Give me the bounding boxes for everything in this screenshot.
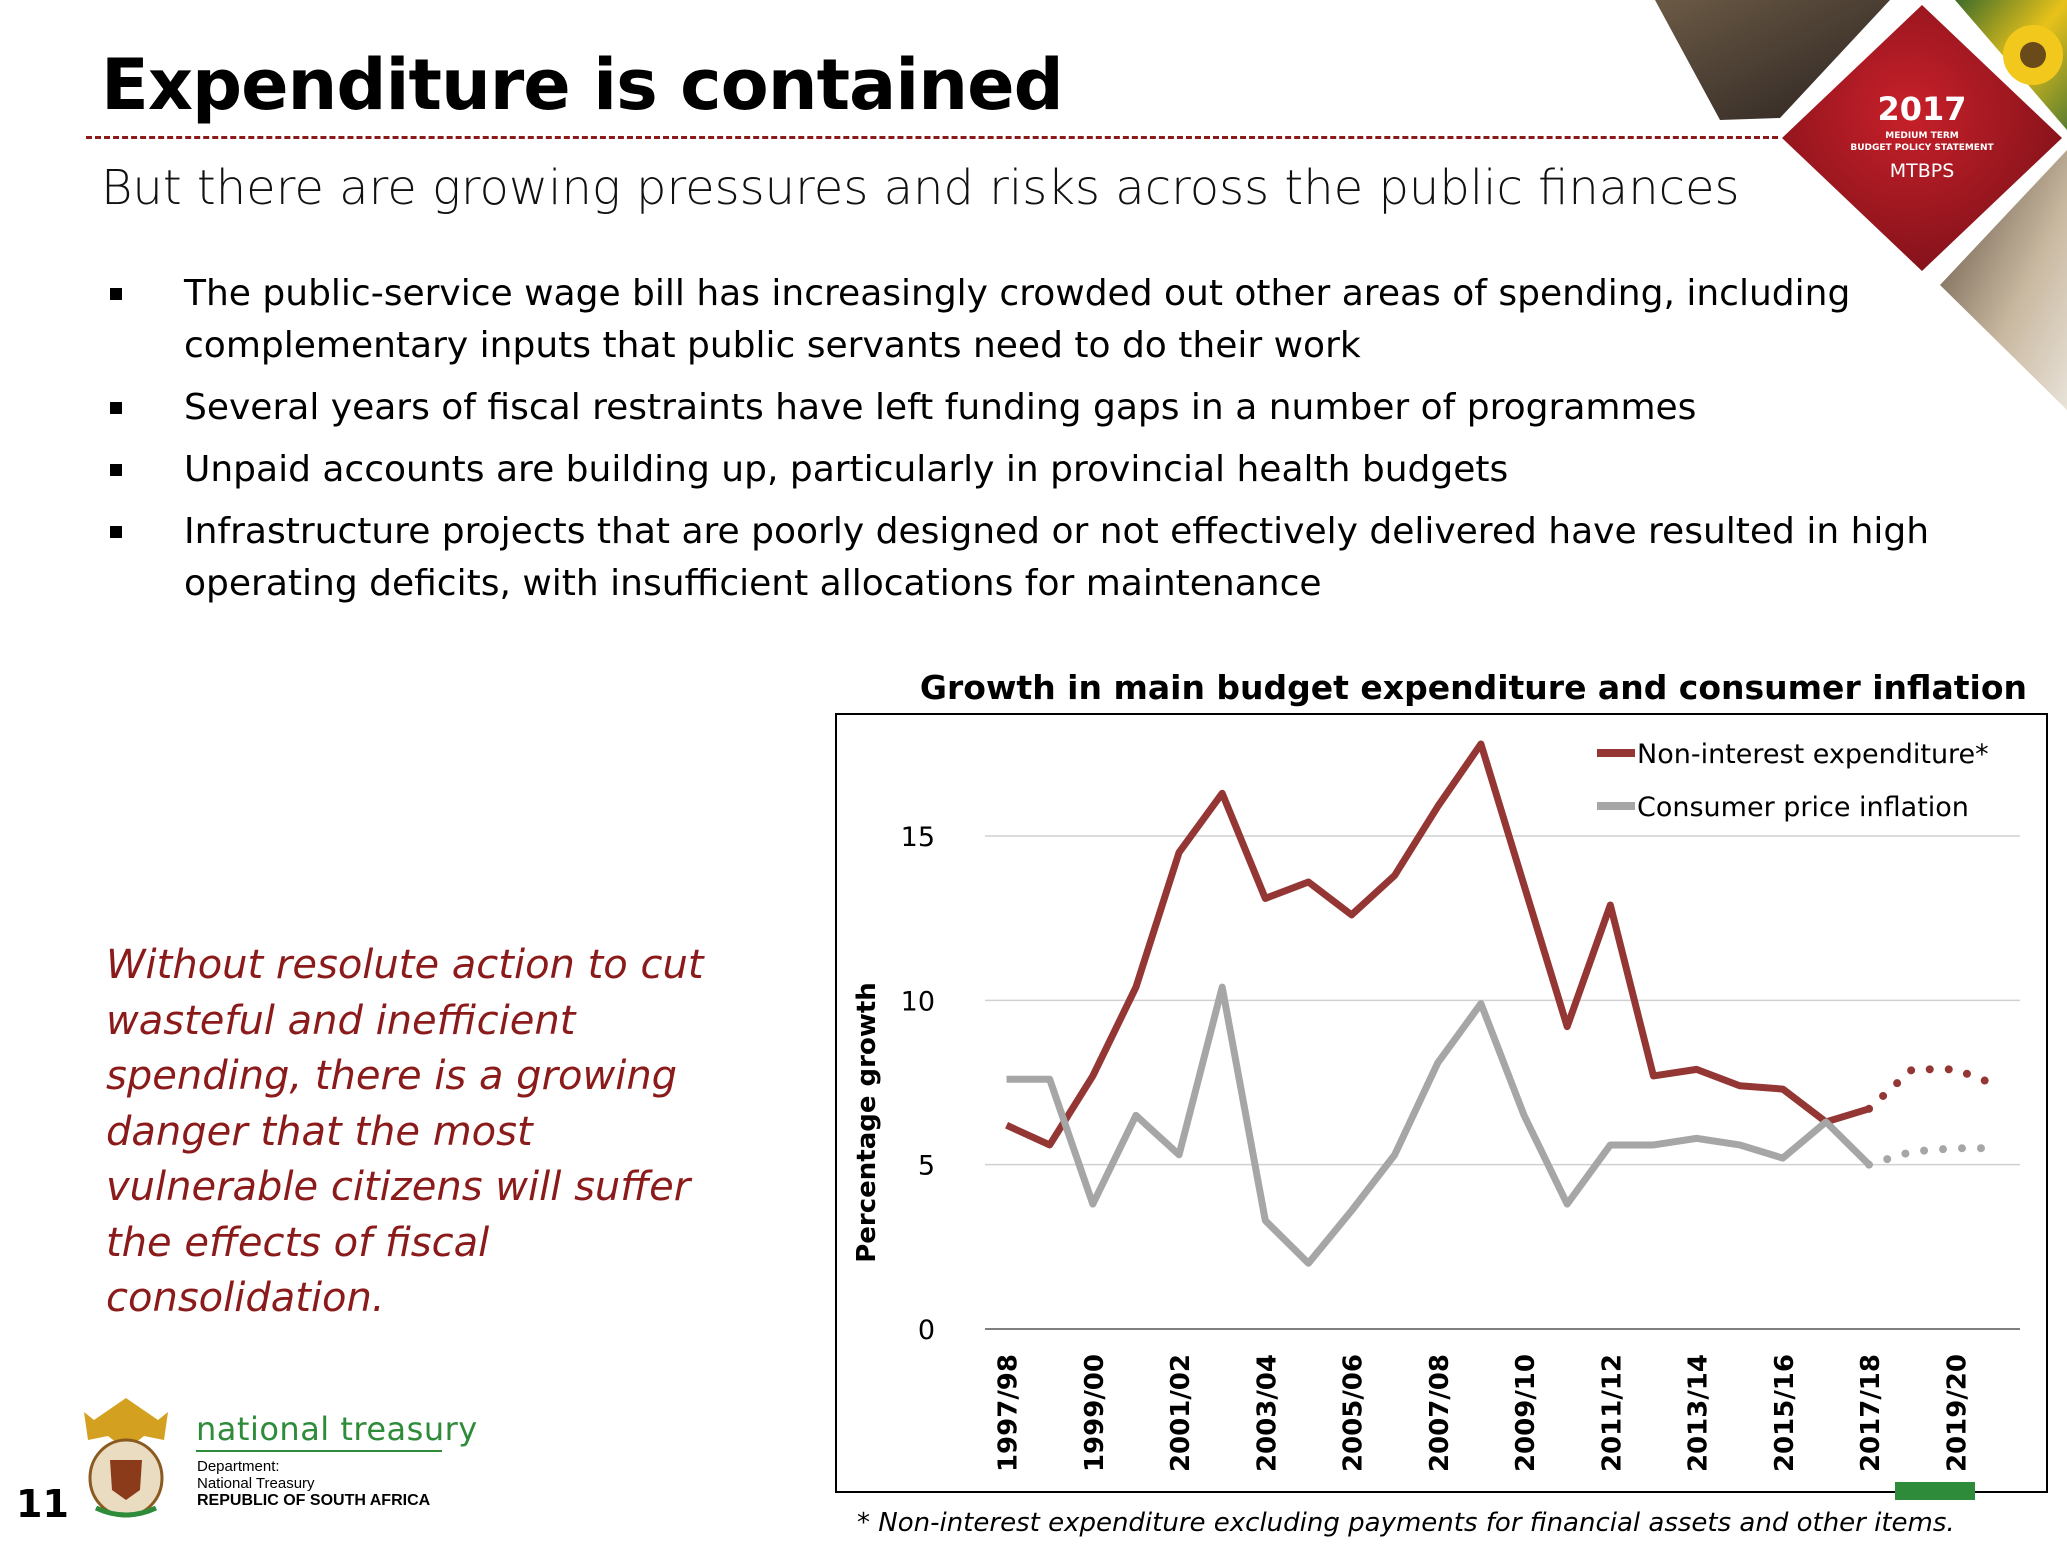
series-forecast-inflation xyxy=(1865,1144,2003,1169)
legend-label: Consumer price inflation xyxy=(1637,792,1969,823)
title-divider xyxy=(86,136,1778,139)
x-tick-label: 2003/04 xyxy=(1252,1354,1282,1472)
bullet-icon xyxy=(110,402,122,414)
bullet-icon xyxy=(110,526,122,538)
badge-year: 2017 xyxy=(1877,90,1967,128)
x-tick-label: 2017/18 xyxy=(1856,1354,1886,1472)
country-name: REPUBLIC OF SOUTH AFRICA xyxy=(197,1492,431,1509)
org-divider xyxy=(196,1450,442,1452)
y-tick-label: 10 xyxy=(901,986,935,1017)
page-title: Expenditure is contained xyxy=(101,44,1064,126)
nbf-logo-fragment xyxy=(1895,1482,1975,1500)
series-line-inflation xyxy=(1006,983,1872,1267)
page-subtitle: But there are growing pressures and risk… xyxy=(101,160,1740,216)
bullet-icon xyxy=(110,464,122,476)
chart-title: Growth in main budget expenditure and co… xyxy=(919,668,2027,707)
x-tick-label: 2019/20 xyxy=(1942,1354,1972,1472)
org-name: national treasury xyxy=(196,1410,478,1448)
coat-of-arms-icon xyxy=(84,1398,168,1518)
badge-diamond xyxy=(1782,5,2062,271)
x-tick-label: 2009/10 xyxy=(1511,1354,1541,1472)
dept-name: National Treasury xyxy=(197,1475,315,1492)
callout-text: Without resolute action to cut wasteful … xyxy=(106,942,704,1321)
bullet-icon xyxy=(110,288,122,300)
x-tick-label: 2013/14 xyxy=(1684,1354,1714,1472)
worker-photo xyxy=(1940,150,2067,410)
chart-footnote: * Non-interest expenditure excluding pay… xyxy=(857,1508,1955,1538)
dept-label: Department: xyxy=(197,1458,280,1475)
x-tick-label: 2015/16 xyxy=(1770,1354,1800,1472)
series-forecast-expenditure xyxy=(1865,1065,2003,1113)
legend-label: Non-interest expenditure* xyxy=(1637,739,1989,770)
x-tick-label: 2001/02 xyxy=(1166,1354,1196,1472)
x-tick-label: 2011/12 xyxy=(1597,1354,1627,1472)
badge-mtbps: MTBPS xyxy=(1889,160,1955,182)
x-tick-label: 2005/06 xyxy=(1339,1354,1369,1472)
line-chart: 0 5 10 15 Percentage growth 1997/98 1999/00 200… xyxy=(852,739,2020,1472)
badge-line-1: MEDIUM TERM xyxy=(1885,131,1959,141)
y-tick-label: 5 xyxy=(918,1151,935,1182)
page-number: 11 xyxy=(16,1482,69,1526)
x-tick-label: 1999/00 xyxy=(1080,1354,1110,1472)
mtbps-cover-decoration xyxy=(1655,0,2067,410)
y-axis-label: Percentage growth xyxy=(852,982,882,1263)
students-photo xyxy=(1655,0,1890,120)
y-tick-label: 15 xyxy=(901,822,935,853)
chart-frame xyxy=(835,713,2048,1493)
y-tick-label: 0 xyxy=(918,1315,935,1346)
x-tick-label: 2007/08 xyxy=(1425,1354,1455,1472)
x-tick-label: 1997/98 xyxy=(994,1354,1024,1472)
badge-line-2: BUDGET POLICY STATEMENT xyxy=(1850,143,1994,153)
